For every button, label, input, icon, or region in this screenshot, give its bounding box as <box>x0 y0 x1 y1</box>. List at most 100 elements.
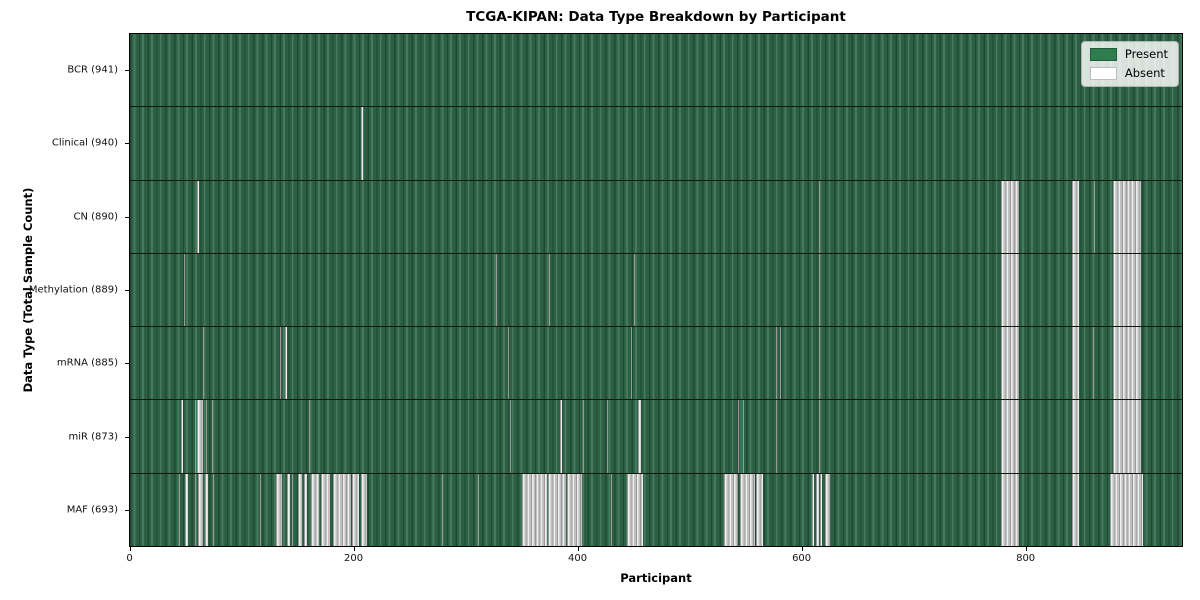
absent-stripe <box>723 473 739 546</box>
absent-stripe <box>198 473 203 546</box>
row-band-mrna <box>130 327 1182 401</box>
x-tick-mark <box>1025 547 1027 551</box>
absent-stripe <box>184 473 189 546</box>
absent-stripe <box>179 473 181 546</box>
absent-stripe <box>183 253 185 327</box>
absent-stripe <box>548 473 566 546</box>
y-tick-mark <box>125 363 129 365</box>
absent-stripe <box>279 327 281 400</box>
absent-stripe <box>819 473 822 546</box>
y-tick-mark <box>125 143 129 145</box>
row-band-mir <box>130 400 1182 474</box>
absent-stripe <box>776 400 778 473</box>
absent-stripe <box>181 400 183 473</box>
absent-stripe <box>567 473 582 546</box>
x-tick-mark <box>353 547 355 551</box>
x-tick-mark <box>577 547 579 551</box>
y-tick-mark <box>125 510 129 512</box>
legend-label-present: Present <box>1124 47 1168 61</box>
y-tick-label-maf: MAF (693) <box>66 504 118 516</box>
absent-stripe <box>333 473 352 546</box>
x-tick-label-600: 600 <box>792 553 812 564</box>
absent-stripe <box>607 400 609 473</box>
absent-stripe <box>507 327 509 400</box>
y-tick-label-mrna: mRNA (885) <box>56 357 118 369</box>
absent-stripe <box>495 253 497 327</box>
absent-stripe <box>286 473 290 546</box>
absent-stripe <box>522 473 547 546</box>
absent-stripe <box>194 400 196 473</box>
absent-stripe <box>292 473 294 546</box>
absent-stripe <box>285 327 287 400</box>
absent-stripe <box>212 473 214 546</box>
y-tick-mark <box>125 216 129 218</box>
row-band-methylation <box>130 253 1182 328</box>
x-tick-label-0: 0 <box>126 553 133 564</box>
absent-stripe <box>1093 180 1095 253</box>
y-tick-label-methylation: Methylation (889) <box>28 284 118 296</box>
absent-stripe <box>206 400 208 473</box>
y-tick-mark <box>125 290 129 291</box>
absent-stripe <box>637 400 641 473</box>
absent-stripe <box>1000 327 1019 400</box>
absent-stripe <box>259 473 261 546</box>
absent-stripe <box>197 180 200 253</box>
legend-entry-absent: Absent <box>1089 66 1168 80</box>
row-band-cn <box>130 180 1182 254</box>
row-band-clinical <box>130 107 1182 181</box>
absent-stripe <box>818 253 820 327</box>
absent-stripe <box>1072 253 1080 327</box>
absent-stripe <box>1072 327 1080 400</box>
absent-stripe <box>1112 327 1141 400</box>
x-axis-label: Participant <box>620 571 692 585</box>
absent-stripe <box>738 400 740 473</box>
absent-stripe <box>1112 253 1141 327</box>
x-tick-label-800: 800 <box>1016 553 1036 564</box>
absent-stripe <box>1112 180 1141 253</box>
absent-stripe <box>1000 253 1019 327</box>
absent-stripe <box>1072 180 1080 253</box>
absent-stripe <box>560 400 562 473</box>
absent-stripe <box>194 473 196 546</box>
absent-stripe <box>204 473 209 546</box>
absent-stripe <box>297 473 303 546</box>
absent-stripe <box>818 180 820 253</box>
absent-stripe <box>779 327 781 400</box>
absent-stripe <box>202 327 204 400</box>
y-tick-label-mir: miR (873) <box>68 431 118 443</box>
y-tick-mark <box>125 436 129 438</box>
y-tick-label-bcr: BCR (941) <box>67 64 118 76</box>
absent-stripe <box>304 473 307 546</box>
legend-label-absent: Absent <box>1124 66 1165 80</box>
absent-swatch <box>1089 66 1117 80</box>
absent-stripe <box>1000 473 1019 546</box>
absent-stripe <box>308 400 310 473</box>
absent-stripe <box>582 400 584 473</box>
x-tick-label-400: 400 <box>568 553 588 564</box>
absent-stripe <box>818 400 820 473</box>
absent-stripe <box>740 473 755 546</box>
x-tick-mark <box>129 547 131 551</box>
absent-stripe <box>630 327 632 400</box>
absent-stripe <box>1072 400 1080 473</box>
absent-stripe <box>610 473 612 546</box>
absent-stripe <box>756 473 763 546</box>
absent-stripe <box>816 473 819 546</box>
absent-stripe <box>1112 400 1141 473</box>
absent-stripe <box>321 473 331 546</box>
y-tick-mark <box>125 69 129 71</box>
row-band-bcr <box>130 34 1182 108</box>
absent-stripe <box>1092 327 1094 400</box>
absent-stripe <box>477 473 479 546</box>
absent-stripe <box>211 400 213 473</box>
chart-title: TCGA-KIPAN: Data Type Breakdown by Parti… <box>466 9 846 25</box>
absent-stripe <box>361 473 367 546</box>
absent-stripe <box>352 473 360 546</box>
row-band-maf <box>130 473 1182 546</box>
absent-stripe <box>197 400 203 473</box>
absent-stripe <box>634 253 636 327</box>
absent-stripe <box>1110 473 1143 546</box>
legend: Present Absent <box>1080 41 1179 87</box>
legend-entry-present: Present <box>1089 47 1168 61</box>
absent-stripe <box>825 473 830 546</box>
